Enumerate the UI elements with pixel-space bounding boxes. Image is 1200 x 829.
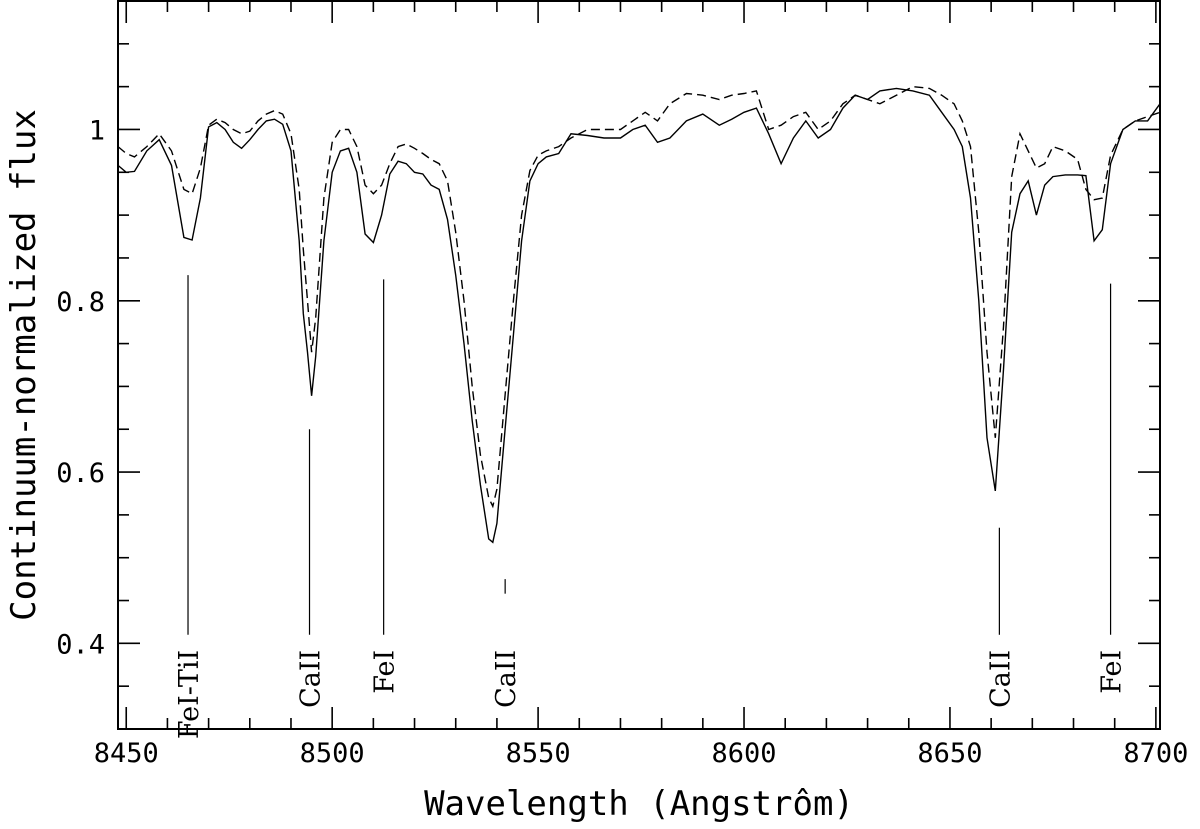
line-annotations: FeI-TiI CaII FeI CaII CaII FeI [174, 275, 1128, 739]
dashed-spectrum-line [117, 85, 1161, 509]
annotation-label: FeI-TiI [174, 650, 205, 739]
y-tick-label: 0.8 [56, 287, 105, 318]
annotation-label: FeI [1097, 650, 1128, 694]
plot-frame [117, 0, 1161, 730]
x-tick-label: 8600 [712, 738, 777, 769]
annotation-label: FeI [370, 650, 401, 694]
annotation-label: CaII [985, 650, 1016, 708]
x-tick-label: 8550 [506, 738, 571, 769]
y-axis-title: Continuum-normalized flux [4, 109, 44, 621]
x-tick-label: 8700 [1123, 738, 1188, 769]
y-tick-label: 0.4 [56, 629, 105, 660]
series-layer [117, 85, 1161, 544]
x-tick-label: 8450 [94, 738, 159, 769]
solid-spectrum-line [117, 87, 1161, 544]
axis-ticks [118, 0, 1160, 730]
x-tick-label: 8650 [917, 738, 982, 769]
x-axis-title: Wavelength (Angstrôm) [424, 784, 854, 824]
y-tick-label: 0.6 [56, 458, 105, 489]
y-tick-label: 1 [89, 115, 105, 146]
annotation-label: CaII [296, 650, 327, 708]
annotation-label: CaII [491, 650, 522, 708]
tick-labels: 8450 8500 8550 8600 8650 8700 0.4 0.6 0.8 1 [56, 115, 1188, 769]
x-tick-label: 8500 [300, 738, 365, 769]
